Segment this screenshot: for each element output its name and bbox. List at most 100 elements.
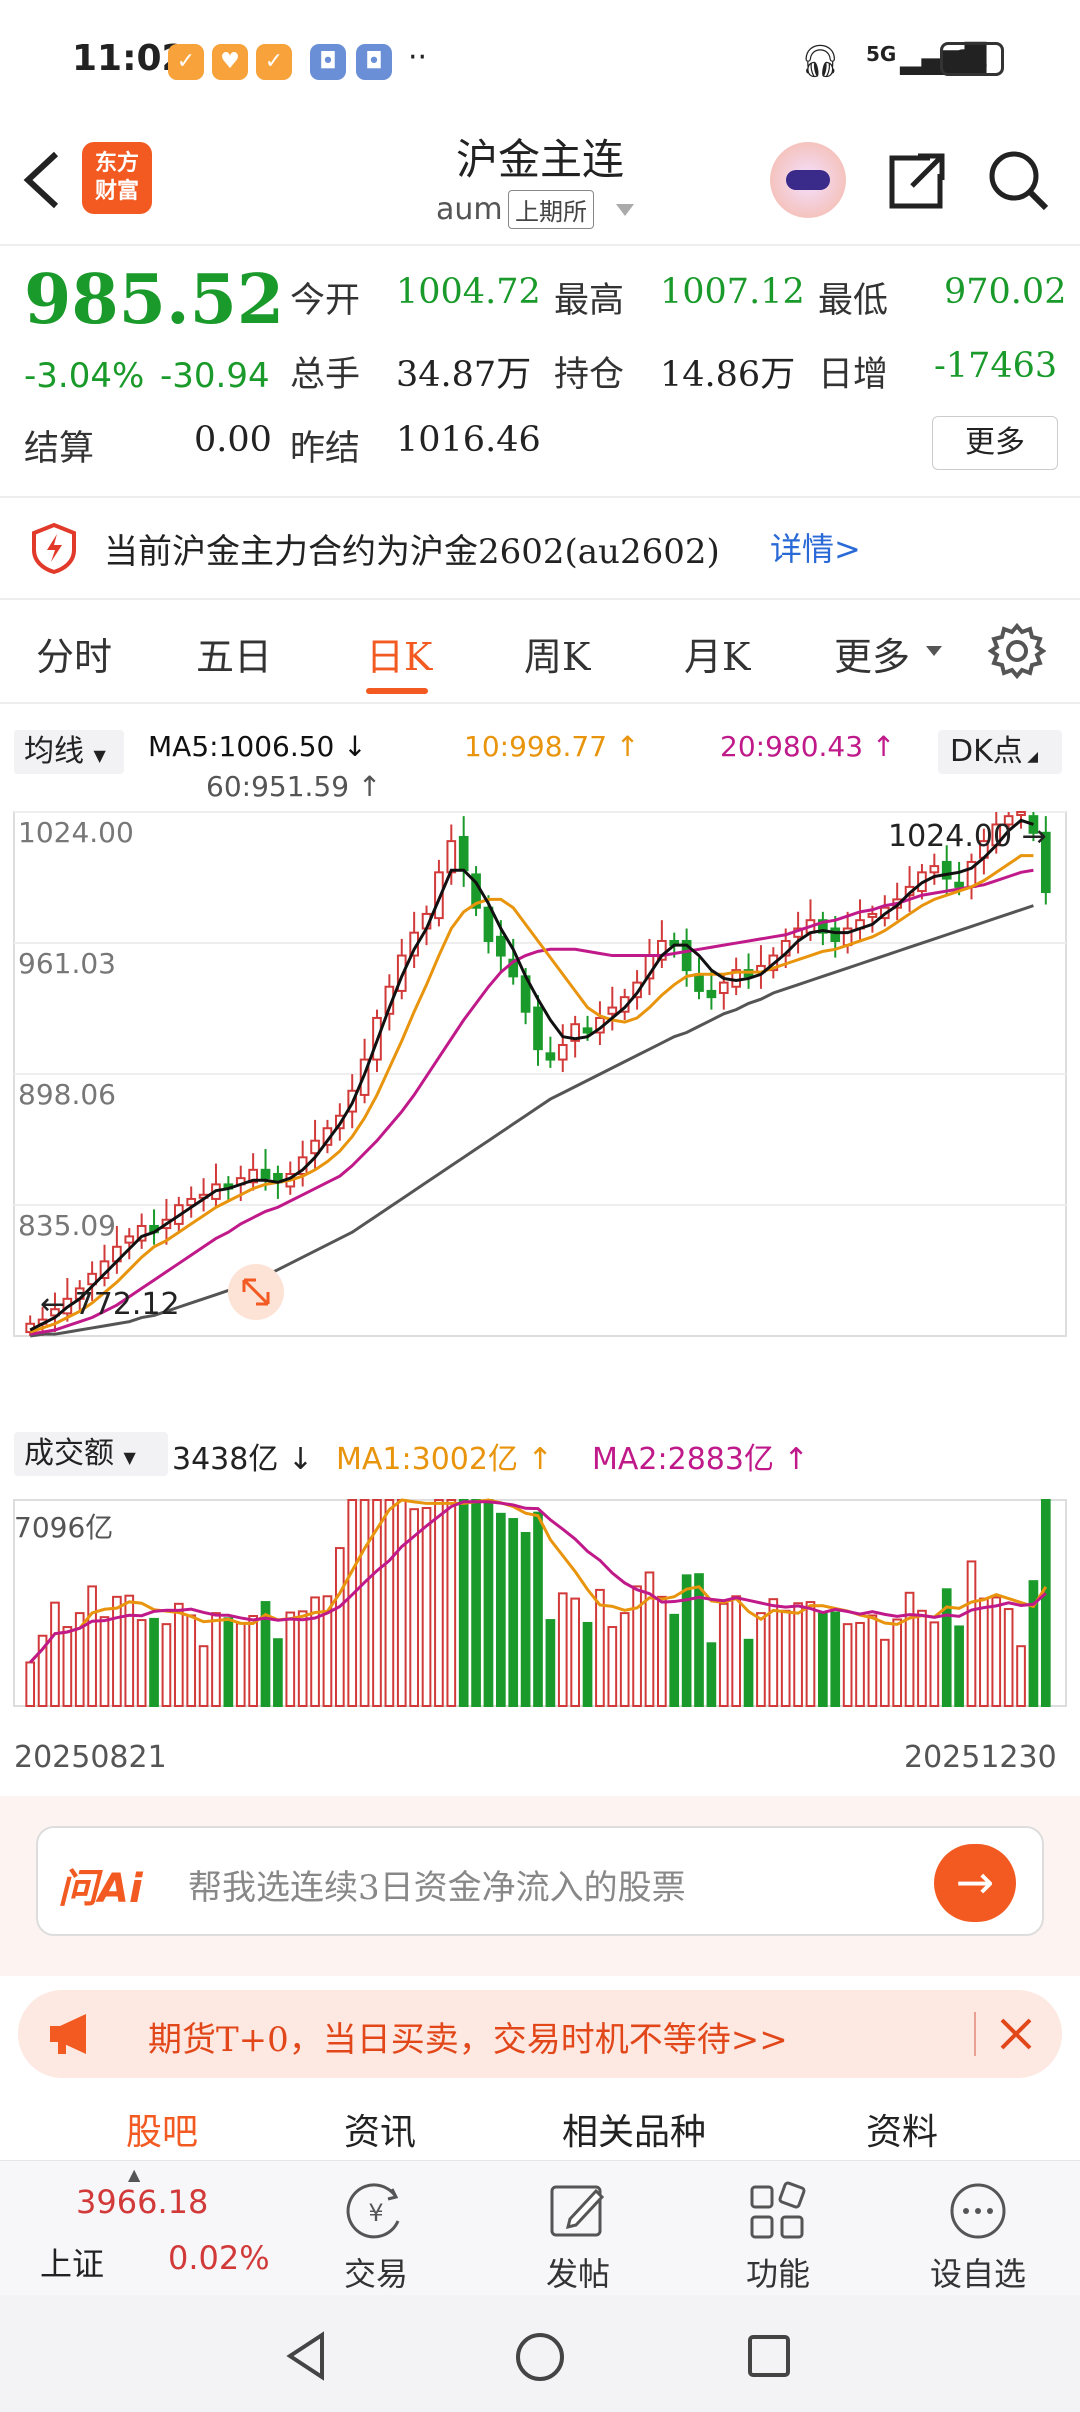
- candle-body: [186, 1197, 197, 1207]
- volume-bar: [223, 1617, 234, 1707]
- volume-bar: [632, 1585, 642, 1707]
- candle-body: [446, 840, 457, 874]
- page-title: 沪金主连: [455, 135, 624, 184]
- svg-text:¥: ¥: [368, 2199, 383, 2227]
- app-notification-icon: ✓: [168, 44, 204, 80]
- ma60-value: 60:951.59 ↑: [206, 770, 382, 803]
- ma-selector[interactable]: 均线 ▼: [14, 730, 124, 774]
- volume-bar: [198, 1645, 209, 1707]
- settle-label: 结算: [24, 429, 95, 469]
- prev-settle-value: 1016.46: [396, 420, 541, 460]
- high-label: 最高: [554, 281, 625, 321]
- volume-bar: [173, 1602, 184, 1707]
- search-icon[interactable]: [984, 146, 1054, 216]
- period-tabs: 分时 五日 日K 周K 月K 更多: [0, 600, 1080, 704]
- volume-label: 总手: [290, 355, 361, 395]
- exchange-badge[interactable]: 上期所: [508, 190, 594, 229]
- ma-selector-dropdown-icon: ▼: [93, 746, 106, 765]
- prev-settle-label: 昨结: [290, 429, 361, 469]
- notice-detail-link[interactable]: 详情>: [770, 530, 861, 568]
- eastmoney-logo[interactable]: 东方 财富: [82, 142, 152, 214]
- system-home-icon[interactable]: [514, 2331, 566, 2383]
- system-recents-icon[interactable]: [746, 2333, 792, 2379]
- kline-chart-area: 均线 ▼ MA5:1006.50 ↓ 10:998.77 ↑ 20:980.43…: [0, 706, 1080, 1796]
- candle-body: [607, 1006, 618, 1015]
- tab-related[interactable]: 相关品种: [562, 2112, 707, 2153]
- nav-post[interactable]: 发帖: [508, 2181, 648, 2295]
- index-value[interactable]: 3966.18: [76, 2183, 209, 2221]
- open-label: 今开: [290, 281, 361, 321]
- close-icon[interactable]: [998, 2016, 1034, 2052]
- back-arrow-icon[interactable]: [20, 148, 64, 212]
- tab-intraday[interactable]: 分时: [36, 635, 113, 679]
- battery-icon: 82: [940, 42, 1004, 76]
- candle-body: [1003, 815, 1014, 826]
- tab-more[interactable]: 更多: [834, 635, 911, 679]
- candle-body: [954, 881, 964, 888]
- candle-body: [557, 1043, 568, 1061]
- more-dropdown-icon[interactable]: [924, 644, 944, 658]
- ma5-value: MA5:1006.50 ↓: [148, 730, 367, 763]
- volume-bar: [756, 1612, 766, 1707]
- volume-indicator-selector[interactable]: 成交额 ▼: [14, 1432, 168, 1476]
- system-back-icon[interactable]: [284, 2331, 328, 2381]
- candle-body: [483, 906, 494, 942]
- volume-bar: [805, 1601, 816, 1707]
- volume-bar: [74, 1612, 85, 1707]
- daily-change-value: -17463: [934, 346, 1058, 386]
- megaphone-icon: [50, 2014, 86, 2054]
- candle-body: [508, 958, 519, 978]
- tab-weekly-k[interactable]: 周K: [524, 635, 591, 679]
- volume-bar: [310, 1596, 320, 1707]
- volume-bar: [879, 1638, 890, 1707]
- promo-text: 期货T+0，当日买卖，交易时机不等待>>: [148, 2020, 788, 2060]
- volume-ma2: MA2:2883亿 ↑: [592, 1442, 809, 1477]
- volume-bar: [347, 1499, 358, 1707]
- ai-send-arrow-icon[interactable]: →: [934, 1844, 1016, 1922]
- candle-body: [124, 1235, 135, 1244]
- app-notification-icon: ✓: [256, 44, 292, 80]
- more-quote-button[interactable]: 更多: [932, 416, 1058, 470]
- promo-divider: [974, 2012, 976, 2056]
- volume-chart[interactable]: [0, 1492, 1080, 1714]
- tab-daily-k[interactable]: 日K: [366, 635, 433, 679]
- volume-bar: [99, 1616, 110, 1707]
- candle-body: [570, 1023, 580, 1042]
- nav-trade[interactable]: ¥ 交易: [306, 2181, 446, 2295]
- position-label: 持仓: [554, 355, 625, 395]
- tab-monthly-k[interactable]: 月K: [684, 635, 751, 679]
- tab-guba[interactable]: 股吧: [126, 2112, 199, 2153]
- ai-search-box[interactable]: 问Ai 帮我选连续3日资金净流入的股票 →: [36, 1826, 1044, 1936]
- volume-bar: [941, 1588, 952, 1707]
- volume-bar: [161, 1623, 172, 1707]
- nav-add-watchlist[interactable]: 设自选: [908, 2181, 1048, 2295]
- grid-apps-icon: [750, 2181, 806, 2239]
- tab-profile[interactable]: 资料: [866, 2112, 939, 2153]
- change-percent: -3.04%: [24, 356, 145, 396]
- volume-bar: [867, 1614, 878, 1707]
- candle-body: [260, 1168, 271, 1180]
- ai-robot-icon[interactable]: [770, 142, 846, 218]
- network-label: 5G: [866, 42, 897, 66]
- exchange-dropdown-icon[interactable]: [614, 202, 636, 218]
- ma60-line: [29, 904, 1034, 1338]
- candlestick-chart[interactable]: 1024.00 961.03 898.06 835.09 1024.00 → ← 772.…: [0, 806, 1080, 1346]
- volume-bar: [966, 1560, 977, 1708]
- ai-prompt-text: 帮我选连续3日资金净流入的股票: [188, 1868, 686, 1908]
- nav-functions[interactable]: 功能: [708, 2181, 848, 2295]
- volume-bar: [818, 1612, 828, 1707]
- volume-bar: [372, 1499, 382, 1707]
- price-axis-label: 898.06: [18, 1078, 116, 1111]
- share-icon[interactable]: [884, 148, 948, 212]
- contract-code: aum: [436, 192, 503, 227]
- content-tabs: 股吧 资讯 相关品种 资料: [0, 2095, 1080, 2165]
- price-axis-label: 835.09: [18, 1209, 116, 1242]
- volume-bar: [793, 1602, 803, 1707]
- settings-gear-icon[interactable]: [988, 622, 1046, 680]
- tab-five-day[interactable]: 五日: [196, 635, 273, 679]
- main-contract-notice[interactable]: 当前沪金主力合约为沪金2602(au2602) 详情>: [0, 496, 1080, 600]
- promo-banner[interactable]: 期货T+0，当日买卖，交易时机不等待>>: [18, 1990, 1062, 2078]
- dk-point-button[interactable]: DK点 ◢: [938, 730, 1062, 774]
- system-navigation: [0, 2295, 1080, 2412]
- tab-news[interactable]: 资讯: [344, 2112, 417, 2153]
